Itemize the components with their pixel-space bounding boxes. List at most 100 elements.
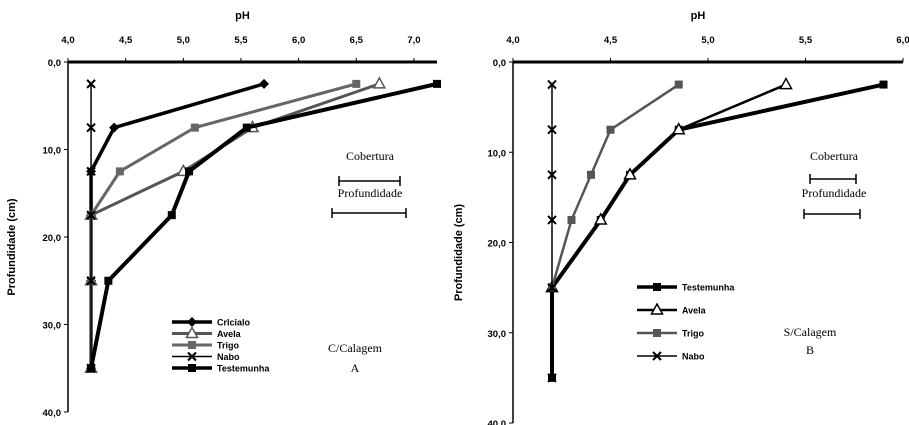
chart-a-cobertura-bar — [338, 176, 401, 186]
chart-b-y-tick-label: 10,0 — [488, 148, 507, 159]
chart-b-panel-letter: B — [806, 343, 814, 357]
chart-b-series-1-point — [593, 212, 608, 225]
chart-b-legend-3-marker-b — [652, 351, 662, 361]
chart-a-annotation-profundidade: Profundidade — [338, 186, 403, 200]
chart-a-x-tick-label: 7,0 — [407, 35, 420, 46]
chart-b-y-tick-label: 0,0 — [493, 58, 506, 69]
chart-a-x-tick-label: 4,0 — [61, 35, 74, 46]
chart-a-panel-label: C/Calagem — [328, 341, 383, 355]
chart-b-x-tick-label: 4,5 — [604, 35, 618, 46]
chart-a-legend-4-marker — [188, 364, 196, 372]
chart-a-x-axis-title: pH — [235, 10, 250, 22]
chart-a-series-4-point — [167, 211, 176, 220]
chart-b-annotation-profundidade: Profundidade — [802, 186, 867, 200]
chart-b-series-3-point-b — [547, 373, 557, 383]
chart-a-legend-1-marker — [185, 325, 199, 339]
chart-a-x-tick-label: 4,5 — [119, 35, 133, 46]
chart-a-y-tick-label: 20,0 — [43, 233, 62, 244]
chart-b-y-tick-label: 40,0 — [488, 419, 507, 425]
chart-a-series-2-point — [115, 167, 124, 176]
chart-b-legend-1-marker — [650, 302, 664, 315]
chart-a-series-4-point — [433, 79, 441, 88]
chart-a-series-4-point — [104, 276, 113, 285]
chart-a-legend-2-label: Trigo — [217, 341, 240, 351]
chart-a-x-tick-label: 5,0 — [177, 35, 190, 46]
chart-a-y-tick-label: 40,0 — [43, 408, 62, 419]
chart-b-cobertura-bar — [809, 174, 857, 184]
chart-a-series-4-point — [242, 123, 251, 132]
chart-b-series-3-point — [547, 282, 557, 293]
chart-b-legend-0-label: Testemunha — [682, 283, 735, 293]
chart-b-annotation-cobertura: Cobertura — [810, 149, 859, 163]
chart-b-series-1-point — [623, 167, 637, 180]
chart-a-series-2-point — [190, 123, 199, 132]
chart-b-legend-3-marker — [652, 351, 662, 361]
chart-b-x-tick-label: 6,0 — [896, 35, 909, 46]
chart-a-legend-2-marker — [188, 341, 196, 349]
chart-b-series-3-point — [547, 373, 557, 383]
chart-a-profundidade-bar — [331, 208, 407, 218]
chart-a-series-1-point — [372, 76, 387, 89]
chart-b-series-3-point — [547, 79, 557, 90]
chart-b-series-2-line — [550, 83, 680, 288]
chart-a-series-3-point — [86, 276, 96, 286]
chart-b-legend-2-label: Trigo — [682, 329, 705, 339]
chart-b-series-3-point — [547, 215, 557, 225]
chart-b-series-3-point — [547, 170, 557, 180]
chart-a-x-tick-label: 6,0 — [292, 35, 305, 46]
chart-b-profundidade-bar — [803, 209, 861, 219]
chart-b-series-2-point — [567, 215, 576, 224]
chart-b-x-tick-label: 4,0 — [506, 35, 519, 46]
chart-a-y-tick-label: 0,0 — [48, 58, 61, 69]
chart-b-series-2-point — [606, 125, 615, 134]
chart-a-series-0-point — [109, 122, 120, 133]
chart-a-series-3-point — [86, 79, 96, 89]
chart-b-legend-3-label: Nabo — [682, 352, 705, 362]
chart-b-series-3-point-b — [547, 124, 557, 135]
chart-b-legend-1-label: Avela — [682, 306, 707, 316]
chart-a-series-4-point — [185, 167, 194, 176]
chart-a-series-3-point — [86, 122, 96, 133]
chart-b-series-3-point-b — [547, 79, 557, 90]
chart-b-series-3-point — [547, 124, 557, 135]
chart-b-series-2-point — [587, 170, 595, 179]
chart-b-series-1-point — [671, 122, 686, 135]
chart-a-series-4-point — [87, 364, 96, 373]
chart-b-series-1-point — [779, 77, 793, 90]
chart-b-series-3-point-b — [547, 215, 557, 225]
chart-a-legend-0-label: Crlcialo — [217, 318, 251, 328]
chart-b-x-tick-label: 5,0 — [701, 35, 714, 46]
chart-a-series-3-point-b — [86, 276, 96, 286]
chart-b-series-2-point — [674, 80, 683, 89]
chart-b-legend-0-marker — [653, 283, 661, 291]
chart-a-y-axis-title: Profundidade (cm) — [6, 198, 18, 296]
chart-a-annotation-cobertura: Cobertura — [346, 149, 395, 163]
chart-a-legend-3-marker-b — [187, 351, 197, 362]
chart-a-legend-3-label: Nabo — [217, 352, 240, 362]
chart-a-legend-4-label: Testemunha — [217, 364, 270, 374]
chart-b-y-tick-label: 30,0 — [488, 329, 507, 340]
chart-a-series-3-point-b — [86, 122, 96, 133]
chart-a-series-3-point — [86, 166, 96, 177]
chart-a-y-tick-label: 10,0 — [43, 146, 62, 157]
chart-a-series-3-point-b — [86, 166, 96, 177]
chart-a-x-tick-label: 6,5 — [350, 35, 364, 46]
chart-b-x-tick-label: 5,5 — [799, 35, 813, 46]
chart-a-series-0-point — [259, 78, 270, 89]
chart-a-legend-0-marker — [187, 317, 197, 327]
chart-b-x-axis-title: pH — [691, 10, 706, 22]
chart-a-series-3-point-b — [86, 210, 96, 220]
chart-b-y-axis-title: Profundidade (cm) — [453, 204, 465, 302]
chart-a-series-3-point — [86, 210, 96, 220]
chart-b-y-tick-label: 20,0 — [488, 239, 507, 250]
chart-b-series-0-point — [879, 80, 888, 89]
chart-a-x-tick-label: 5,5 — [234, 35, 248, 46]
chart-b-series-3-point-b — [547, 282, 557, 293]
chart-a-panel-letter: A — [351, 361, 360, 375]
chart-b-legend-2-marker — [653, 329, 661, 337]
chart-a-series-4-line — [89, 81, 438, 369]
chart-a-series-3-point-b — [86, 79, 96, 89]
chart-a-series-2-point — [352, 79, 361, 88]
chart-b-series-3-point-b — [547, 170, 557, 180]
